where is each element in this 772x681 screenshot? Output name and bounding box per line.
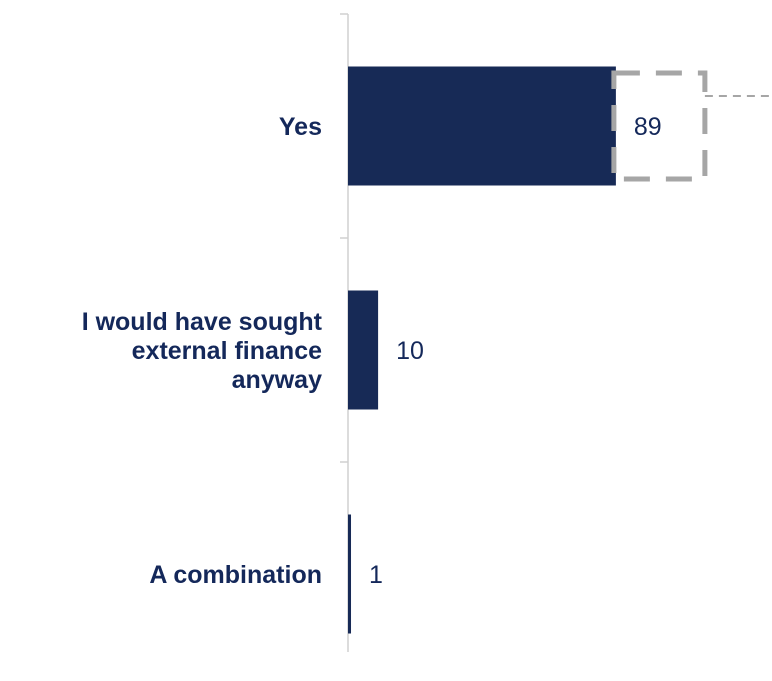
labels-layer: 89 Yes 10 I would have sought external finan…	[82, 113, 662, 589]
category-label-line: A combination	[149, 561, 322, 589]
highlight-layer	[611, 70, 772, 182]
axis-layer	[340, 13, 349, 652]
category-label: A combination	[149, 561, 322, 589]
data-label: 89	[634, 113, 662, 141]
bar	[348, 514, 352, 634]
category-label-line: Yes	[279, 113, 322, 141]
data-label: 1	[369, 561, 383, 589]
bar	[348, 66, 616, 186]
category-label: Yes	[279, 113, 322, 141]
highlight-box	[611, 70, 708, 182]
data-label: 10	[396, 337, 424, 365]
bar	[348, 290, 379, 410]
category-label-line: external finance	[132, 337, 322, 365]
bars-layer	[348, 66, 616, 634]
category-label-line: anyway	[232, 366, 322, 394]
category-label-line: I would have sought	[82, 308, 323, 336]
category-label: I would have sought external finance anywa…	[82, 308, 323, 394]
